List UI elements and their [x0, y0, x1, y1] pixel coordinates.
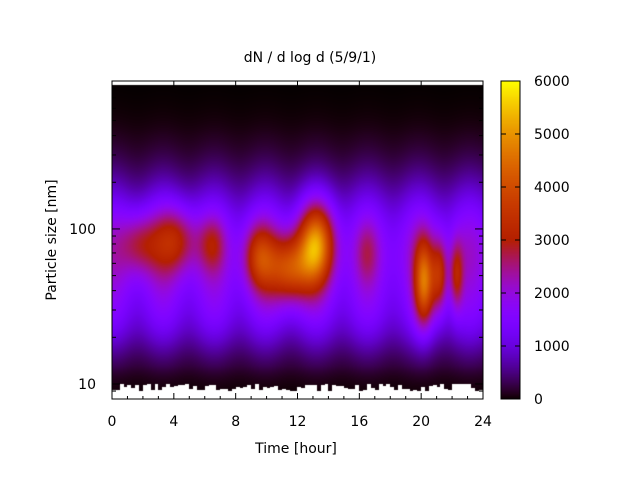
x-tick-label: 20	[412, 414, 430, 430]
y-tick-label: 100	[69, 222, 96, 238]
x-tick-label: 12	[289, 414, 307, 430]
plot-area	[111, 80, 484, 400]
colorbar-tick-label: 3000	[534, 233, 570, 249]
colorbar-tick-label: 4000	[534, 180, 570, 196]
y-tick-label: 10	[78, 377, 96, 393]
heatmap-image	[112, 81, 483, 399]
colorbar-tick-label: 1000	[534, 339, 570, 355]
colorbar-ticks: 0 1000 2000 3000 4000 5000 6000	[501, 74, 570, 408]
x-axis: 0 4 8 12 16 20 24	[108, 81, 492, 430]
x-tick-label: 4	[169, 414, 178, 430]
colorbar-tick-label: 6000	[534, 74, 570, 90]
y-axis-title: Particle size [nm]	[44, 179, 60, 300]
x-tick-label: 8	[231, 414, 240, 430]
chart-title: dN / d log d (5/9/1)	[244, 50, 377, 66]
colorbar: 0 1000 2000 3000 4000 5000 6000	[500, 74, 570, 408]
colorbar-gradient	[501, 81, 520, 399]
x-tick-label: 24	[474, 414, 492, 430]
colorbar-tick-label: 0	[534, 392, 543, 408]
x-axis-title: Time [hour]	[254, 441, 337, 457]
x-tick-label: 16	[350, 414, 368, 430]
x-tick-label: 0	[108, 414, 117, 430]
y-axis: 10 100	[69, 80, 483, 400]
colorbar-tick-label: 5000	[534, 127, 570, 143]
colorbar-tick-label: 2000	[534, 286, 570, 302]
